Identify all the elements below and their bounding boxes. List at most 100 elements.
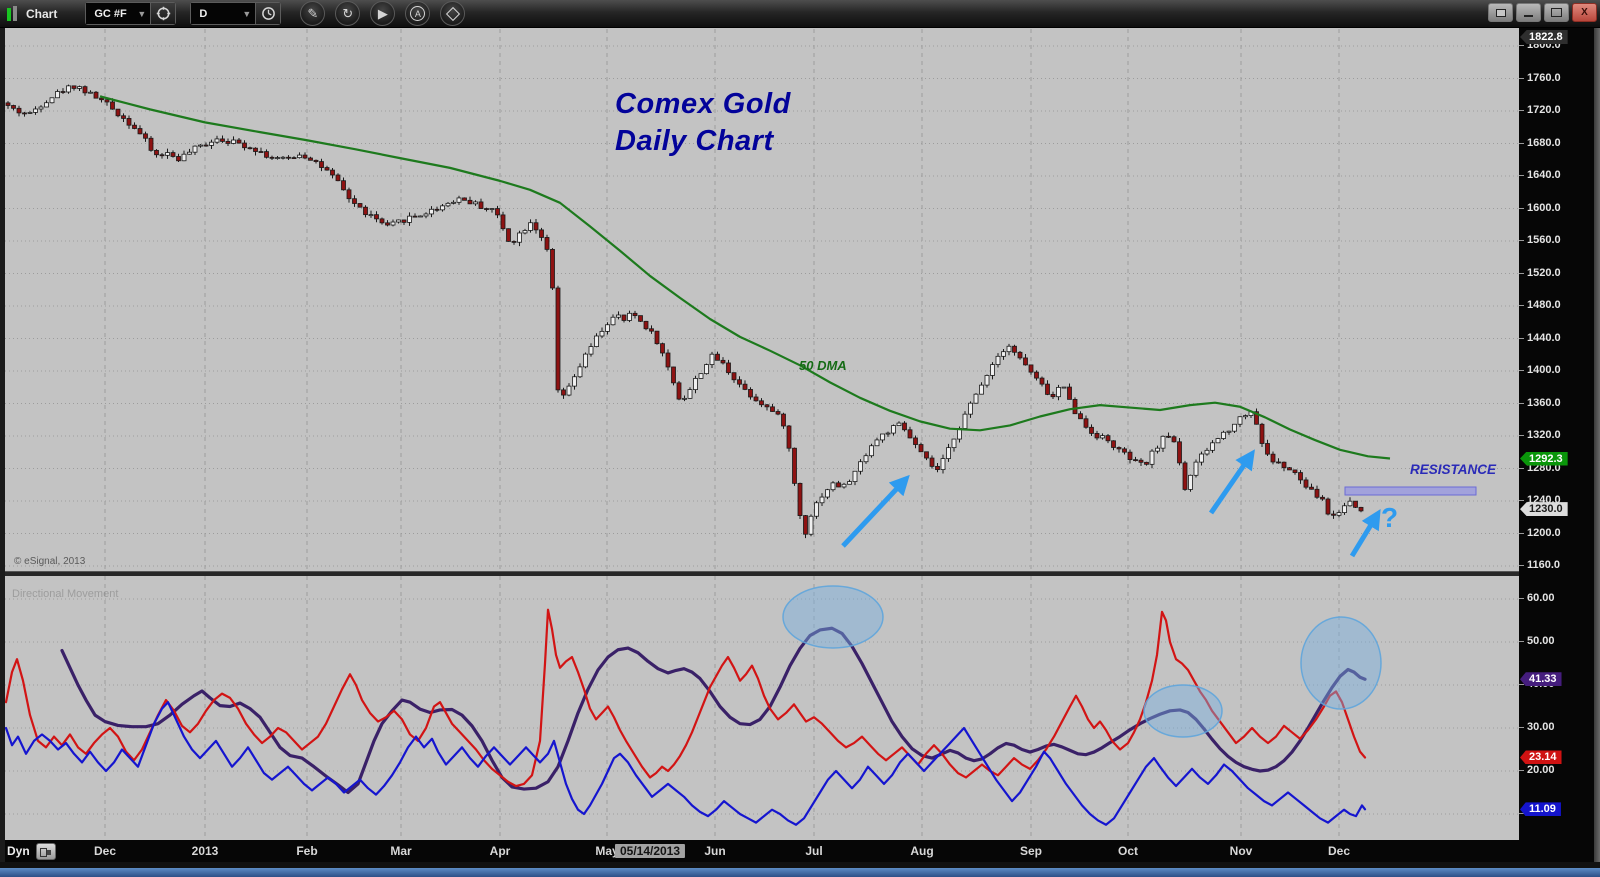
price-axis-label: 20.00	[1519, 764, 1555, 776]
price-axis-label: 1720.0	[1519, 104, 1561, 116]
restore-button[interactable]	[1488, 3, 1513, 22]
refresh-icon: ↻	[342, 5, 354, 21]
price-axis-label: 1600.0	[1519, 201, 1561, 214]
trend-arrow	[1349, 509, 1381, 558]
month-label: Aug	[910, 844, 934, 858]
indicator-panel-canvas[interactable]	[5, 575, 1519, 840]
question-mark-annotation: ?	[1381, 502, 1399, 533]
time-axis[interactable]: Dyn Dec 2013 Feb Mar Apr May 05/14/2013 Jun Jul A…	[0, 840, 1600, 862]
price-axis-label: 1520.0	[1519, 266, 1561, 279]
chevron-down-icon: ▼	[242, 8, 252, 19]
price-tag: 1230.0	[1520, 502, 1568, 517]
play-icon: ▶	[377, 5, 388, 21]
auto-icon: A	[410, 6, 426, 21]
month-label: Oct	[1117, 844, 1139, 858]
chart-title: Comex Gold Daily Chart	[615, 86, 791, 160]
symbol-search-button[interactable]	[150, 3, 176, 24]
window-frame-left	[0, 27, 5, 877]
time-template-icon[interactable]	[36, 843, 56, 860]
minimize-button[interactable]	[1516, 3, 1541, 22]
highlight-ellipse	[1300, 616, 1382, 710]
chart-title-line2: Daily Chart	[615, 125, 774, 157]
indicator-gridlines	[5, 576, 1519, 839]
minimize-icon	[1524, 14, 1533, 17]
highlight-ellipse	[1143, 684, 1223, 738]
price-tag: 1822.8	[1520, 30, 1568, 44]
maximize-icon	[1551, 8, 1562, 17]
link-button[interactable]	[440, 1, 466, 26]
price-tag: 1292.3	[1520, 451, 1568, 466]
chart-app-icon	[7, 6, 20, 21]
price-axis-label: 1680.0	[1519, 136, 1561, 149]
price-axis[interactable]: 1800.0 1760.0 1720.0 1680.0 1640.0 1600.0 1560…	[1518, 27, 1594, 862]
price-axis-label: 1480.0	[1519, 299, 1561, 311]
price-axis-label: 1760.0	[1519, 71, 1561, 84]
window-frame-blue-edge	[0, 868, 1600, 877]
month-label: Sep	[1019, 844, 1043, 858]
price-axis-label: 1200.0	[1519, 526, 1561, 539]
month-label: Nov	[1229, 844, 1253, 858]
price-axis-label: 1360.0	[1519, 396, 1561, 409]
selected-date-label: 05/14/2013	[614, 844, 686, 858]
resistance-label: RESISTANCE	[1410, 462, 1497, 477]
price-axis-label: 1560.0	[1519, 234, 1561, 246]
month-label: Feb	[296, 844, 318, 858]
window-frame-bottom	[0, 862, 1600, 868]
symbol-select[interactable]: GC #F ▼	[86, 3, 151, 24]
restore-icon	[1495, 8, 1506, 17]
price-tag: 23.14	[1520, 750, 1562, 765]
price-axis-label: 1320.0	[1519, 429, 1561, 441]
trend-arrow	[841, 474, 910, 548]
link-diamond-icon	[445, 6, 460, 21]
reload-button[interactable]: ↻	[335, 1, 361, 26]
month-label: Dec	[93, 844, 117, 858]
main-price-chart-canvas[interactable]	[5, 28, 1519, 571]
blue-line	[5, 701, 1367, 826]
candlestick-series	[5, 84, 1364, 539]
draw-tool-button[interactable]: ✎	[300, 1, 326, 26]
sma50-line	[99, 95, 1391, 460]
price-axis-label: 1640.0	[1519, 169, 1561, 181]
time-template-button[interactable]	[255, 3, 281, 24]
price-axis-label: 30.00	[1519, 721, 1555, 733]
symbol-value: GC #F	[94, 7, 127, 20]
price-axis-label: 1160.0	[1518, 559, 1561, 571]
month-label: Dec	[1327, 844, 1351, 858]
close-button[interactable]: X	[1572, 3, 1597, 22]
title-bar: Chart GC #F ▼ D ▼ ✎	[0, 0, 1600, 28]
close-icon: X	[1581, 6, 1588, 18]
interval-select[interactable]: D ▼	[191, 3, 256, 24]
month-label: Jul	[805, 844, 823, 858]
dma-label: 50 DMA	[799, 358, 847, 373]
price-axis-label: 60.00	[1519, 592, 1555, 604]
price-axis-label: 50.00	[1519, 635, 1555, 647]
month-label: 2013	[191, 844, 219, 858]
price-tag: 11.09	[1520, 802, 1561, 817]
clock-icon	[261, 7, 275, 20]
month-label: May	[595, 844, 619, 858]
resistance-band	[1344, 486, 1477, 496]
interval-combo-group: D ▼	[190, 2, 282, 25]
symbol-combo-group: GC #F ▼	[85, 2, 177, 25]
globe-target-icon	[156, 6, 171, 21]
copyright-label: © eSignal, 2013	[14, 556, 86, 567]
panel-divider[interactable]	[0, 571, 1519, 576]
month-label: Jun	[704, 844, 726, 858]
window-title: Chart	[26, 6, 58, 21]
dyn-label[interactable]: Dyn	[7, 844, 30, 858]
red-line	[5, 608, 1367, 788]
replay-button[interactable]: ▶	[370, 1, 396, 26]
interval-value: D	[199, 7, 208, 20]
price-axis-label: 1440.0	[1519, 331, 1561, 344]
month-label: Mar	[390, 844, 412, 858]
price-axis-label: 1400.0	[1519, 364, 1561, 376]
maximize-button[interactable]	[1544, 3, 1569, 22]
pencil-icon: ✎	[307, 5, 319, 21]
purple-line	[60, 626, 1367, 795]
trend-arrow	[1208, 449, 1255, 515]
window-controls: X	[1488, 3, 1597, 22]
main-gridlines	[5, 29, 1519, 570]
price-tag: 41.33	[1520, 672, 1562, 687]
chart-title-line1: Comex Gold	[615, 88, 791, 120]
auto-scale-button[interactable]: A	[405, 1, 431, 26]
